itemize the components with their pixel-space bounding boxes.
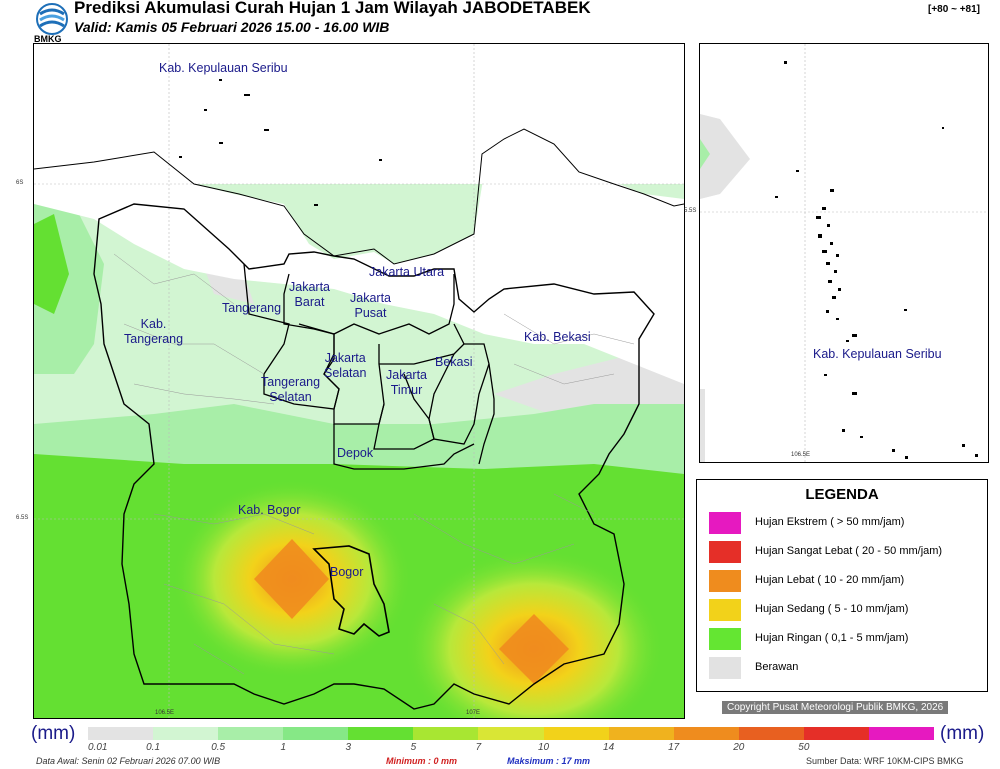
label-kab-tangerang: Kab. Tangerang — [124, 317, 184, 346]
inset-map-canvas — [700, 44, 988, 462]
color-bar-tick-label: 50 — [798, 742, 810, 753]
color-bar-segment — [608, 727, 675, 740]
bmkg-logo-icon — [36, 3, 68, 35]
color-bar-segment — [803, 727, 870, 740]
color-bar-tick-label: 0.01 — [88, 742, 108, 753]
color-bar-tick-label: 14 — [603, 742, 615, 753]
data-source: Sumber Data: WRF 10KM-CIPS BMKG — [806, 756, 964, 766]
label-jakarta-barat: Jakarta Barat — [289, 280, 330, 309]
label-bogor: Bogor — [330, 565, 364, 579]
coord-lat-6s-outer: 6S — [16, 180, 24, 186]
legend-label: Hujan Ekstrem ( > 50 mm/jam) — [755, 516, 905, 528]
label-bekasi: Bekasi — [435, 355, 473, 369]
legend-label: Hujan Sedang ( 5 - 10 mm/jam) — [755, 603, 909, 615]
label-kepulauan-seribu: Kab. Kepulauan Seribu — [159, 61, 288, 75]
color-bar-segment — [738, 727, 805, 740]
legend-swatch — [709, 628, 741, 650]
logo-text: BMKG — [34, 34, 62, 44]
color-bar-segment — [153, 727, 219, 740]
color-bar-tick-label: 7 — [475, 742, 482, 753]
legend-label: Hujan Lebat ( 10 - 20 mm/jam) — [755, 574, 905, 586]
inset-label-kepulauan-seribu: Kab. Kepulauan Seribu — [813, 347, 942, 361]
color-bar-tick-label: 0.1 — [146, 742, 161, 753]
color-bar-tick-label: 20 — [733, 742, 745, 753]
color-bar-segment — [348, 727, 414, 740]
label-kab-bekasi: Kab. Bekasi — [524, 330, 591, 344]
forecast-range: [+80 ~ +81] — [928, 4, 980, 15]
legend-swatch — [709, 599, 741, 621]
page-title: Prediksi Akumulasi Curah Hujan 1 Jam Wil… — [74, 0, 591, 17]
copyright-notice: Copyright Pusat Meteorologi Publik BMKG,… — [722, 701, 949, 714]
color-bar-segment — [413, 727, 479, 740]
color-bar-tick-label: 3 — [345, 742, 352, 753]
maksimum-value: Maksimum : 17 mm — [507, 756, 591, 766]
coord-lon-107e: 107E — [466, 710, 481, 716]
legend-swatch — [709, 570, 741, 592]
label-jakarta-utara: Jakarta Utara — [369, 265, 445, 279]
rainfall-map-canvas — [34, 44, 684, 718]
color-bar-segment — [218, 727, 284, 740]
label-jakarta-pusat: Jakarta Pusat — [350, 291, 391, 320]
legend-label: Hujan Sangat Lebat ( 20 - 50 mm/jam) — [755, 545, 943, 557]
unit-right: (mm) — [940, 723, 985, 744]
color-bar-tick-label: 1 — [280, 742, 286, 753]
color-bar-tick-label: 5 — [410, 742, 417, 753]
label-jakarta-timur: Jakarta Timur — [386, 368, 427, 397]
color-bar-segment — [673, 727, 740, 740]
legend-label: Berawan — [755, 661, 799, 673]
legend-label: Hujan Ringan ( 0,1 - 5 mm/jam) — [755, 632, 909, 644]
inset-coord-lat: 5.5S — [684, 208, 697, 214]
color-bar-segment — [283, 727, 349, 740]
minimum-value: Minimum : 0 mm — [386, 756, 458, 766]
color-bar-tick-label: 17 — [668, 742, 680, 753]
coord-lon-1065e: 106.5E — [155, 710, 175, 716]
legend: LEGENDA Hujan Ekstrem ( > 50 mm/jam) Huj… — [696, 479, 988, 692]
valid-time: Valid: Kamis 05 Februari 2026 15.00 - 16… — [74, 19, 390, 35]
inset-map: Kab. Kepulauan Seribu 106.5E — [699, 43, 989, 463]
coord-lat-65s-outer: 6.5S — [16, 515, 29, 521]
label-tangerang: Tangerang — [222, 301, 282, 315]
data-awal: Data Awal: Senin 02 Februari 2026 07.00 … — [36, 756, 221, 766]
legend-swatch — [709, 541, 741, 563]
color-bar-segment — [543, 727, 610, 740]
inset-coord-lon: 106.5E — [791, 452, 811, 458]
label-tangerang-selatan: Tangerang Selatan — [261, 375, 321, 404]
main-map: Kab. Kepulauan Seribu Jakarta Utara Jaka… — [33, 43, 685, 719]
label-jakarta-selatan: Jakarta Selatan — [324, 351, 367, 380]
color-bar-segment — [478, 727, 545, 740]
color-bar-segment — [88, 727, 154, 740]
color-bar-tick-label: 0.5 — [211, 742, 226, 753]
color-bar — [88, 727, 935, 740]
color-bar-segment — [868, 727, 935, 740]
legend-swatch — [709, 512, 741, 534]
legend-swatch — [709, 657, 741, 679]
unit-left: (mm) — [31, 723, 76, 744]
label-kab-bogor: Kab. Bogor — [238, 503, 301, 517]
label-depok: Depok — [337, 446, 374, 460]
legend-title: LEGENDA — [805, 486, 879, 503]
color-bar-tick-label: 10 — [537, 742, 550, 753]
